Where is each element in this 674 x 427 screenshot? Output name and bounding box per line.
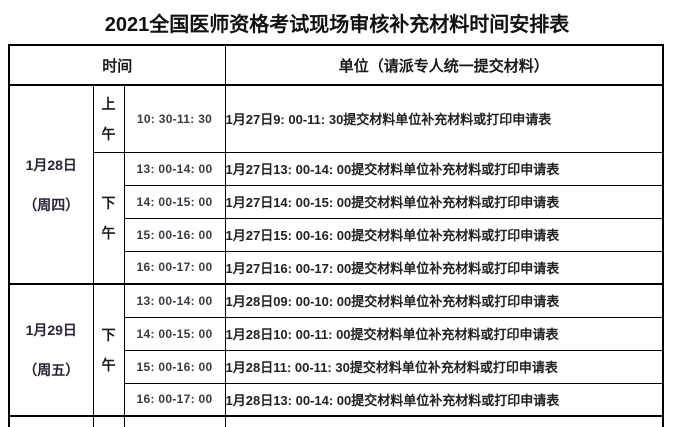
time-slot-cell-partial: [123, 415, 226, 427]
schedule-table: 时间 单位（请派专人统一提交材料） 1月28日 （周四） 上午 10: 30-1…: [8, 44, 665, 427]
period-text: 下午: [101, 327, 116, 373]
time-slot-cell: 15: 00-16: 00: [123, 349, 226, 384]
period-cell-am: 上午: [92, 84, 125, 153]
unit-instruction-cell-partial: [224, 415, 664, 427]
table-row: 15: 00-16: 00 1月28日11: 00-11: 30提交材料单位补充…: [9, 349, 664, 384]
weekday-text: （周五）: [23, 362, 80, 378]
table-row: 15: 00-16: 00 1月27日15: 00-16: 00提交材料单位补充…: [9, 217, 664, 252]
table-row: 1月29日 （周五） 下午 13: 00-14: 00 1月28日09: 00-…: [8, 283, 664, 417]
time-slot-cell: 13: 00-14: 00: [123, 151, 226, 186]
weekday-text: （周四）: [23, 196, 80, 213]
table-header-row: 时间 单位（请派专人统一提交材料）: [8, 44, 664, 86]
unit-instruction-cell: 1月27日15: 00-16: 00提交材料单位补充材料或打印申请表: [224, 217, 664, 252]
time-slot-cell: 10: 30-11: 30: [123, 84, 226, 153]
time-slot-cell: 13: 00-14: 00: [123, 283, 226, 318]
unit-instruction-cell: 1月27日16: 00-17: 00提交材料单位补充材料或打印申请表: [224, 250, 664, 285]
period-cell-partial: [92, 415, 125, 427]
unit-instruction-cell: 1月27日9: 00-11: 30提交材料单位补充材料或打印申请表: [224, 84, 664, 153]
header-unit-cell: 单位（请派专人统一提交材料）: [224, 44, 664, 86]
table-row: 下午 13: 00-14: 00 1月27日13: 00-14: 00提交材料单…: [9, 151, 664, 285]
period-cell-pm: 下午: [92, 283, 125, 417]
unit-instruction-cell: 1月28日09: 00-10: 00提交材料单位补充材料或打印申请表: [224, 283, 664, 318]
table-row: 14: 00-15: 00 1月27日14: 00-15: 00提交材料单位补充…: [9, 184, 664, 219]
time-slot-cell: 14: 00-15: 00: [123, 184, 226, 219]
date-text: 1月29日: [25, 322, 77, 338]
header-time-cell: 时间: [8, 44, 226, 86]
table-row: 16: 00-17: 00 1月28日13: 00-14: 00提交材料单位补充…: [9, 382, 664, 417]
table-row: 1月28日 （周四） 上午 10: 30-11: 30 1月27日9: 00-1…: [8, 84, 664, 285]
unit-instruction-cell: 1月28日13: 00-14: 00提交材料单位补充材料或打印申请表: [224, 382, 664, 417]
page-title: 2021全国医师资格考试现场审核补充材料时间安排表: [104, 14, 570, 36]
unit-instruction-cell: 1月28日10: 00-11: 00提交材料单位补充材料或打印申请表: [224, 316, 664, 351]
unit-instruction-cell: 1月28日11: 00-11: 30提交材料单位补充材料或打印申请表: [224, 349, 664, 384]
time-slot-cell: 16: 00-17: 00: [123, 382, 226, 417]
unit-instruction-cell: 1月27日13: 00-14: 00提交材料单位补充材料或打印申请表: [224, 151, 664, 186]
date-cell-partial: [8, 415, 94, 427]
time-slot-cell: 14: 00-15: 00: [123, 316, 226, 351]
date-cell-jan28: 1月28日 （周四）: [8, 84, 94, 285]
unit-instruction-cell: 1月27日14: 00-15: 00提交材料单位补充材料或打印申请表: [224, 184, 664, 219]
table-row: 16: 00-17: 00 1月27日16: 00-17: 00提交材料单位补充…: [9, 250, 664, 285]
table-row: 14: 00-15: 00 1月28日10: 00-11: 00提交材料单位补充…: [9, 316, 664, 351]
period-cell-pm: 下午: [92, 151, 125, 285]
period-text: 下午: [101, 194, 116, 241]
date-cell-jan29: 1月29日 （周五）: [8, 283, 94, 417]
table-row-partial: [8, 415, 664, 427]
time-slot-cell: 15: 00-16: 00: [123, 217, 226, 252]
time-slot-cell: 16: 00-17: 00: [123, 250, 226, 285]
period-text: 上午: [101, 95, 116, 142]
date-text: 1月28日: [25, 156, 77, 173]
